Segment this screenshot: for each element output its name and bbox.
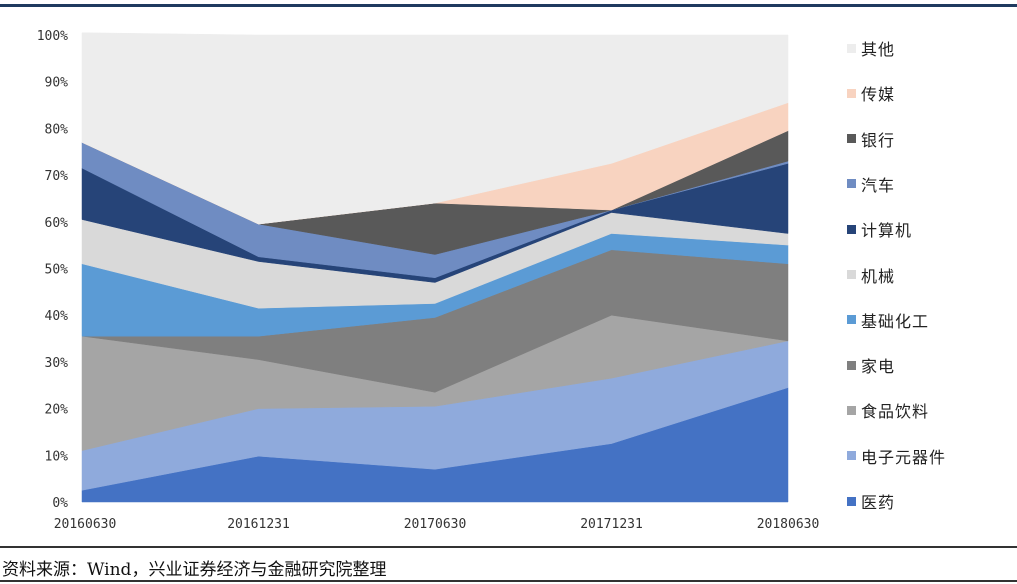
y-tick-label: 60% <box>45 216 69 231</box>
legend-label: 食品饮料 <box>861 402 930 422</box>
legend-swatch <box>847 405 856 415</box>
legend-label: 基础化工 <box>861 311 930 331</box>
legend-label: 其他 <box>861 40 896 59</box>
source-note: 资料来源：Wind，兴业证券经济与金融研究院整理 <box>2 560 387 580</box>
y-tick-label: 0% <box>52 496 68 511</box>
legend-item: 传媒 <box>847 83 896 105</box>
legend-label: 银行 <box>861 130 896 150</box>
legend-swatch <box>847 496 856 506</box>
legend-item: 计算机 <box>847 219 913 241</box>
y-tick-label: 40% <box>45 309 69 324</box>
x-tick-label: 20170630 <box>404 517 467 532</box>
legend-swatch <box>847 360 856 370</box>
legend-swatch <box>847 179 856 189</box>
legend-item: 银行 <box>847 129 896 150</box>
legend-item: 机械 <box>847 265 896 286</box>
y-tick-label: 90% <box>45 76 69 91</box>
legend-label: 传媒 <box>861 85 896 105</box>
legend-swatch <box>847 224 856 234</box>
legend-item: 汽车 <box>847 174 896 195</box>
legend-item: 基础化工 <box>847 310 930 331</box>
legend-swatch <box>847 451 856 461</box>
legend-item: 电子元器件 <box>847 446 947 467</box>
area-series-10 <box>81 32 789 225</box>
legend-label: 医药 <box>861 493 896 512</box>
chart-areas <box>81 32 789 503</box>
legend-swatch <box>847 134 856 144</box>
legend-item: 医药 <box>847 491 896 512</box>
x-tick-label: 20161231 <box>227 517 290 532</box>
stacked-area-chart: 0% 10% 20% 30% 40% 50% 60% 70% 80% 90% 100% 201606… <box>37 29 820 532</box>
legend-swatch <box>847 88 856 98</box>
y-tick-label: 50% <box>45 263 69 278</box>
y-tick-label: 80% <box>45 122 69 137</box>
top-rule <box>0 4 1017 7</box>
bottom-rule <box>0 580 1017 582</box>
legend-item: 家电 <box>847 355 896 377</box>
legend-label: 机械 <box>861 266 896 286</box>
x-axis-ticks: 20160630 20161231 20170630 20171231 20180630 <box>54 517 820 532</box>
legend-label: 汽车 <box>861 175 896 195</box>
legend-swatch <box>847 315 856 325</box>
source-rule <box>0 546 1017 548</box>
legend-item: 食品饮料 <box>847 400 930 422</box>
legend-swatch <box>847 43 856 53</box>
x-tick-label: 20180630 <box>757 517 820 532</box>
legend-item: 其他 <box>847 38 896 59</box>
y-tick-label: 30% <box>45 356 69 371</box>
y-tick-label: 70% <box>45 169 69 184</box>
legend-label: 电子元器件 <box>861 447 947 467</box>
legend-label: 计算机 <box>861 221 913 241</box>
legend-label: 家电 <box>861 357 896 377</box>
legend-swatch <box>847 270 856 279</box>
y-tick-label: 100% <box>37 29 68 44</box>
y-axis-ticks: 0% 10% 20% 30% 40% 50% 60% 70% 80% 90% 100% <box>37 29 68 511</box>
x-tick-label: 20160630 <box>54 517 117 532</box>
x-tick-label: 20171231 <box>580 517 643 532</box>
y-tick-label: 10% <box>45 449 69 464</box>
y-tick-label: 20% <box>45 403 69 418</box>
